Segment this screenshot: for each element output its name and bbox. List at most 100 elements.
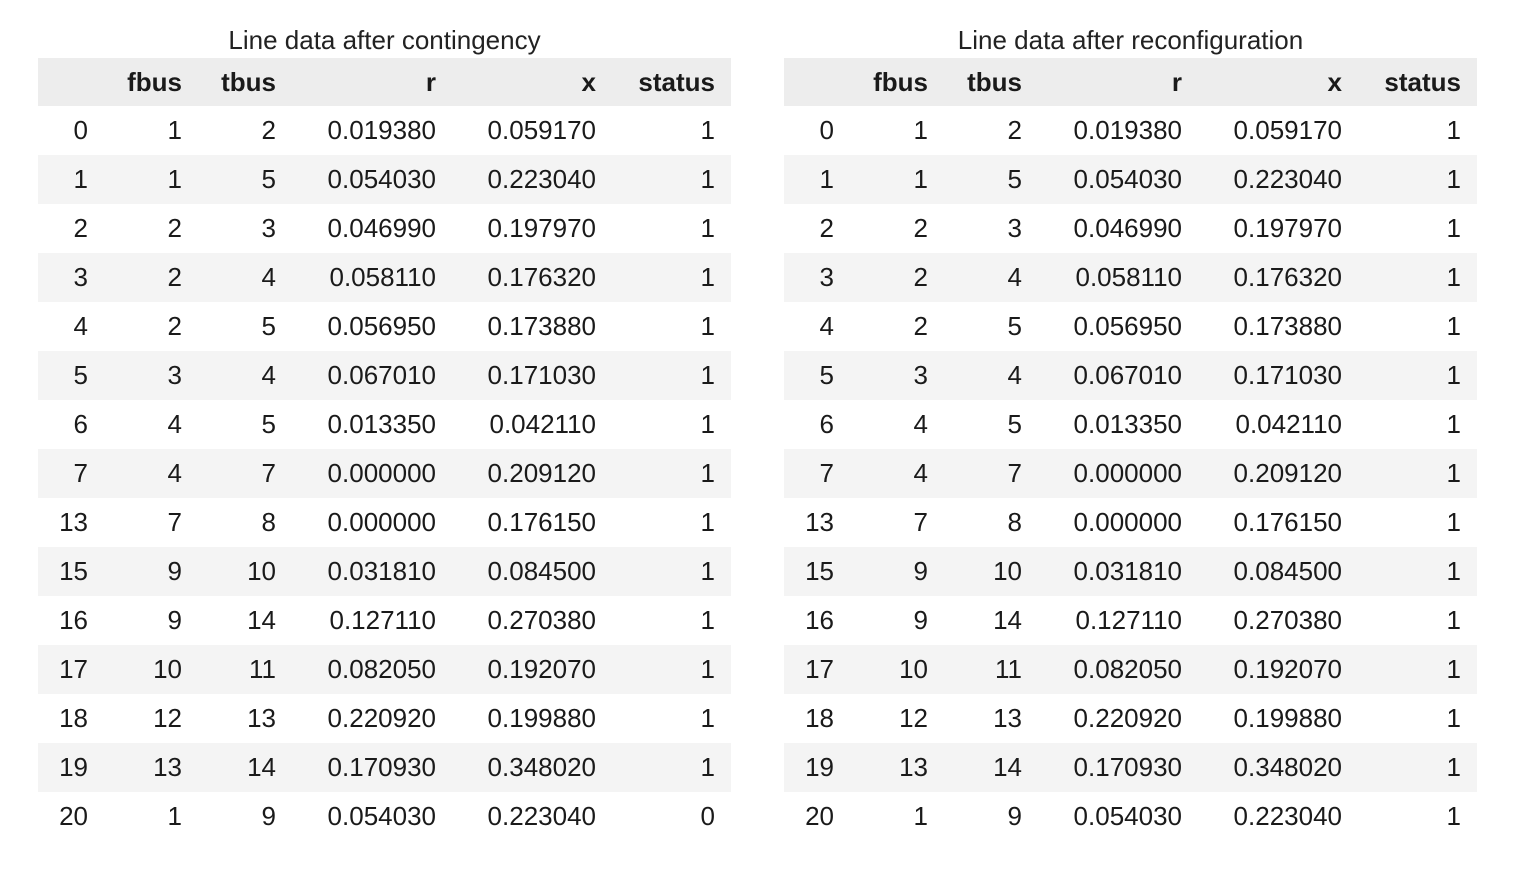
index-cell: 1: [73, 164, 88, 194]
status-cell: 1: [1446, 311, 1461, 341]
status-cell: 1: [1446, 752, 1461, 782]
status-cell: 1: [1446, 164, 1461, 194]
tbus-cell: 5: [1007, 409, 1022, 439]
index-cell: 5: [819, 360, 834, 390]
tbus-cell: 10: [247, 556, 276, 586]
r-cell: 0.019380: [1073, 115, 1182, 145]
fbus-cell: 3: [167, 360, 182, 390]
tbus-cell: 13: [247, 703, 276, 733]
status-cell: 1: [1446, 409, 1461, 439]
x-header: x: [1327, 66, 1342, 97]
r-cell: 0.082050: [1073, 654, 1182, 684]
r-cell: 0.054030: [327, 164, 436, 194]
index-cell: 3: [73, 262, 88, 292]
x-cell: 0.173880: [487, 311, 596, 341]
table-row: 7 4 7 0.000000 0.209120 1: [38, 449, 731, 498]
tbus-cell: 10: [993, 556, 1022, 586]
contingency-table-panel: Line data after contingency fbus tbus r …: [38, 22, 731, 841]
table-row: 3 2 4 0.058110 0.176320 1: [784, 253, 1477, 302]
x-cell: 0.171030: [487, 360, 596, 390]
fbus-cell: 10: [153, 654, 182, 684]
r-cell: 0.054030: [327, 801, 436, 831]
index-cell: 7: [73, 458, 88, 488]
fbus-cell: 9: [167, 605, 182, 635]
r-cell: 0.067010: [327, 360, 436, 390]
x-cell: 0.209120: [1233, 458, 1342, 488]
reconfiguration-table: fbus tbus r x status 0 1 2 0.019380 0.059170…: [784, 58, 1477, 841]
tbus-cell: 4: [261, 360, 276, 390]
table-row: 0 1 2 0.019380 0.059170 1: [38, 106, 731, 155]
r-cell: 0.046990: [1073, 213, 1182, 243]
fbus-cell: 1: [167, 115, 182, 145]
table-row: 19 13 14 0.170930 0.348020 1: [784, 743, 1477, 792]
r-cell: 0.013350: [1073, 409, 1182, 439]
tbus-cell: 5: [261, 164, 276, 194]
fbus-cell: 13: [899, 752, 928, 782]
table-row: 20 1 9 0.054030 0.223040 1: [784, 792, 1477, 841]
status-cell: 1: [1446, 703, 1461, 733]
fbus-cell: 9: [913, 605, 928, 635]
index-cell: 18: [59, 703, 88, 733]
index-cell: 0: [73, 115, 88, 145]
index-cell: 2: [819, 213, 834, 243]
index-cell: 0: [819, 115, 834, 145]
table-row: 13 7 8 0.000000 0.176150 1: [784, 498, 1477, 547]
table-row: 6 4 5 0.013350 0.042110 1: [38, 400, 731, 449]
x-cell: 0.176320: [1233, 262, 1342, 292]
table-row: 4 2 5 0.056950 0.173880 1: [38, 302, 731, 351]
fbus-cell: 1: [167, 801, 182, 831]
x-cell: 0.059170: [1233, 115, 1342, 145]
index-cell: 2: [73, 213, 88, 243]
x-cell: 0.223040: [487, 164, 596, 194]
fbus-cell: 1: [913, 801, 928, 831]
r-cell: 0.067010: [1073, 360, 1182, 390]
index-cell: 6: [73, 409, 88, 439]
r-cell: 0.019380: [327, 115, 436, 145]
r-header: r: [1171, 66, 1182, 97]
x-cell: 0.223040: [1233, 164, 1342, 194]
tbus-cell: 14: [993, 752, 1022, 782]
x-cell: 0.197970: [487, 213, 596, 243]
tbus-cell: 13: [993, 703, 1022, 733]
x-cell: 0.042110: [489, 409, 596, 439]
r-header: r: [425, 66, 436, 97]
tbus-cell: 3: [1007, 213, 1022, 243]
status-cell: 1: [1446, 262, 1461, 292]
table-row: 1 1 5 0.054030 0.223040 1: [784, 155, 1477, 204]
status-cell: 1: [700, 458, 715, 488]
index-cell: 5: [73, 360, 88, 390]
status-cell: 1: [1446, 801, 1461, 831]
fbus-cell: 1: [167, 164, 182, 194]
index-cell: 20: [59, 801, 88, 831]
index-cell: 13: [59, 507, 88, 537]
index-cell: 7: [819, 458, 834, 488]
reconfiguration-table-panel: Line data after reconfiguration fbus tbu…: [784, 22, 1477, 841]
x-cell: 0.171030: [1233, 360, 1342, 390]
status-cell: 1: [700, 752, 715, 782]
r-cell: 0.013350: [327, 409, 436, 439]
status-cell: 1: [1446, 458, 1461, 488]
contingency-table: fbus tbus r x status 0 1 2 0.019380 0.059170…: [38, 58, 731, 841]
tbus-cell: 9: [1007, 801, 1022, 831]
index-cell: 16: [59, 605, 88, 635]
fbus-cell: 9: [913, 556, 928, 586]
table-row: 2 2 3 0.046990 0.197970 1: [38, 204, 731, 253]
tbus-cell: 14: [993, 605, 1022, 635]
fbus-cell: 1: [913, 115, 928, 145]
index-cell: 19: [805, 752, 834, 782]
table-row: 13 7 8 0.000000 0.176150 1: [38, 498, 731, 547]
tbus-cell: 5: [1007, 311, 1022, 341]
tbus-header: tbus: [967, 66, 1022, 97]
status-cell: 1: [700, 507, 715, 537]
index-cell: 18: [805, 703, 834, 733]
x-cell: 0.223040: [487, 801, 596, 831]
status-cell: 1: [700, 409, 715, 439]
r-cell: 0.056950: [1073, 311, 1182, 341]
fbus-cell: 10: [899, 654, 928, 684]
fbus-cell: 3: [913, 360, 928, 390]
x-cell: 0.192070: [1233, 654, 1342, 684]
table-row: 15 9 10 0.031810 0.084500 1: [784, 547, 1477, 596]
x-cell: 0.270380: [487, 605, 596, 635]
fbus-cell: 4: [167, 409, 182, 439]
tbus-cell: 5: [261, 409, 276, 439]
